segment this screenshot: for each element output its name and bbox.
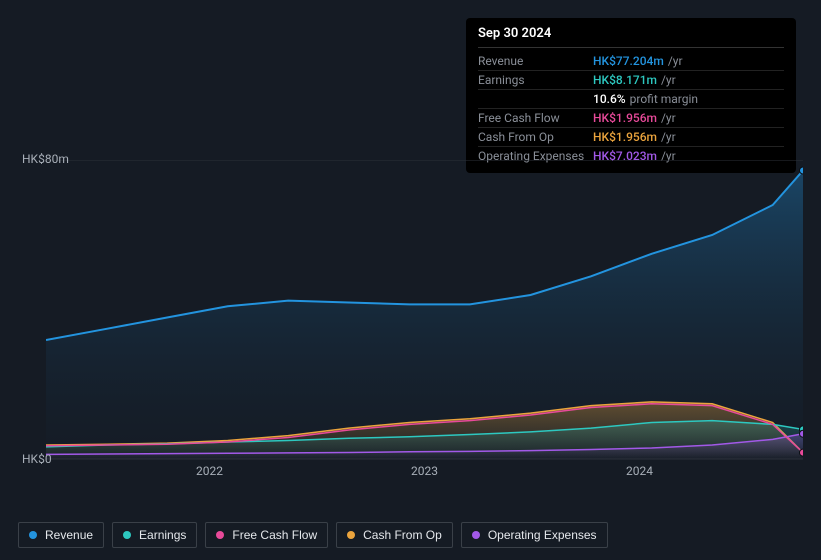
financials-chart: HK$80mHK$0 202220232024 [18, 160, 803, 484]
legend-item-label: Cash From Op [363, 528, 442, 542]
tooltip-row-label: Cash From Op [478, 130, 593, 144]
legend-item[interactable]: Free Cash Flow [205, 522, 328, 548]
chart-plot-area[interactable] [46, 160, 803, 460]
legend-item[interactable]: Revenue [18, 522, 104, 548]
tooltip-row-unit: /yr [668, 54, 683, 68]
tooltip-margin-row: 10.6% profit margin [478, 90, 784, 109]
tooltip-row-value: HK$1.956m [593, 130, 657, 144]
legend-dot-icon [347, 531, 355, 539]
tooltip-margin-value: 10.6% [593, 92, 626, 106]
legend-item[interactable]: Operating Expenses [461, 522, 608, 548]
tooltip-row-unit: /yr [661, 73, 676, 87]
tooltip-date: Sep 30 2024 [478, 26, 784, 48]
tooltip-row-value: HK$1.956m [593, 111, 657, 125]
y-axis-label: HK$80m [22, 152, 69, 166]
legend-item-label: Operating Expenses [488, 528, 597, 542]
tooltip-row-label: Earnings [478, 73, 593, 87]
legend-item-label: Free Cash Flow [232, 528, 317, 542]
legend-item-label: Revenue [45, 528, 93, 542]
legend-dot-icon [29, 531, 37, 539]
tooltip-row: EarningsHK$8.171m/yr [478, 71, 784, 90]
series-end-marker [800, 167, 804, 174]
series-end-marker [800, 449, 804, 456]
chart-tooltip: Sep 30 2024 RevenueHK$77.204m/yrEarnings… [466, 18, 796, 173]
x-axis-label: 2022 [196, 464, 223, 478]
legend-item[interactable]: Cash From Op [336, 522, 453, 548]
legend-dot-icon [472, 531, 480, 539]
tooltip-row-unit: /yr [661, 111, 676, 125]
x-axis-label: 2024 [626, 464, 653, 478]
series-end-marker [800, 430, 804, 437]
legend-dot-icon [216, 531, 224, 539]
tooltip-row: RevenueHK$77.204m/yr [478, 52, 784, 71]
tooltip-row-label: Free Cash Flow [478, 111, 593, 125]
tooltip-row-unit: /yr [661, 130, 676, 144]
legend-dot-icon [123, 531, 131, 539]
chart-legend: Revenue Earnings Free Cash Flow Cash From O… [18, 522, 608, 548]
tooltip-row: Cash From OpHK$1.956m/yr [478, 128, 784, 147]
tooltip-row-value: HK$77.204m [593, 54, 664, 68]
legend-item[interactable]: Earnings [112, 522, 197, 548]
tooltip-margin-label: profit margin [630, 92, 698, 106]
x-axis-label: 2023 [411, 464, 438, 478]
tooltip-row-value: HK$8.171m [593, 73, 657, 87]
tooltip-row: Free Cash FlowHK$1.956m/yr [478, 109, 784, 128]
legend-item-label: Earnings [139, 528, 186, 542]
tooltip-row-label: Revenue [478, 54, 593, 68]
